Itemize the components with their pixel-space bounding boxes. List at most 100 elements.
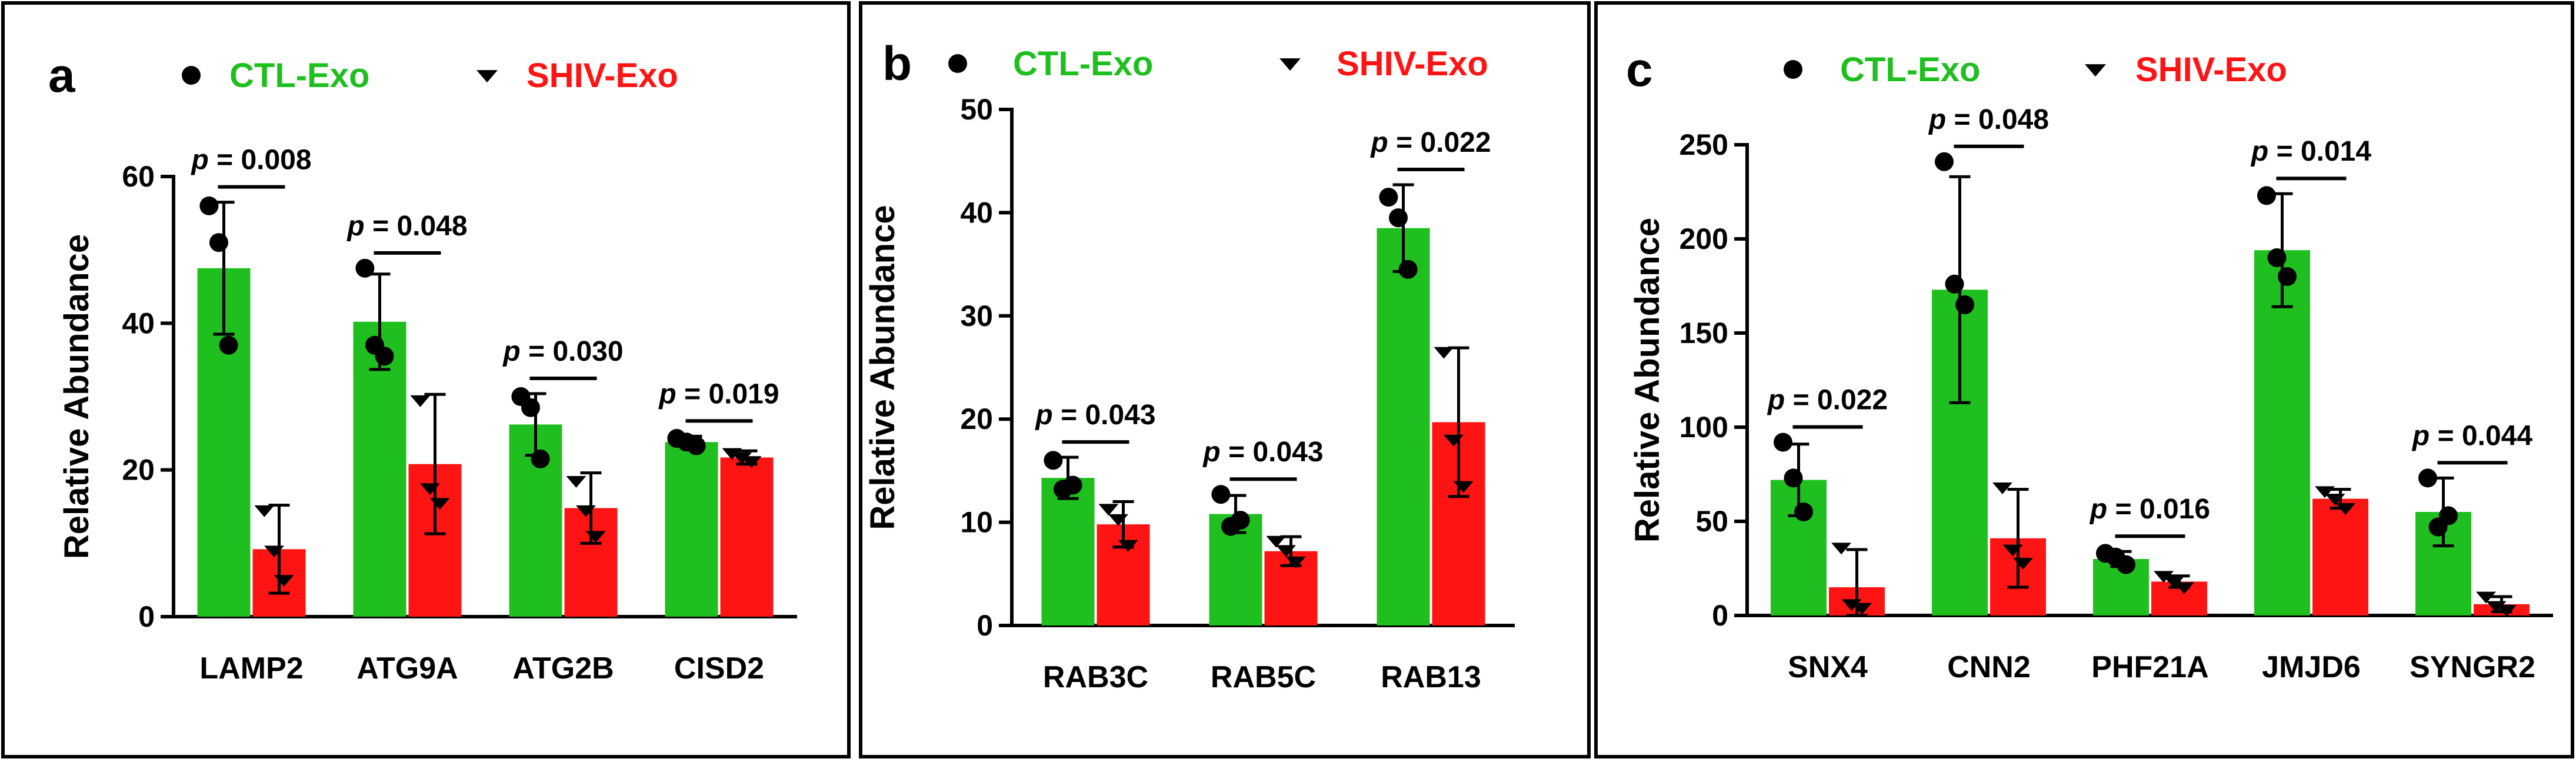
y-axis: 0 50 100 150 200 250	[1679, 128, 1749, 632]
panel-border	[1594, 1, 2574, 758]
group-atg2b: p = 0.030 ATG2B	[502, 336, 623, 686]
point-ctl	[687, 436, 706, 455]
legend-ctl-label: CTL-Exo	[229, 56, 369, 95]
point-ctl	[199, 196, 219, 215]
panel-letter: a	[48, 49, 76, 102]
legend-ctl-marker-icon	[182, 66, 201, 85]
legend: CTL-Exo SHIV-Exo	[948, 45, 1488, 83]
p-value-label: p = 0.016	[2089, 494, 2210, 525]
group-syngr2: p = 0.044 SYNGR2	[2410, 420, 2535, 684]
bar-ctl	[2254, 250, 2310, 615]
legend-shiv-label: SHIV-Exo	[526, 56, 678, 95]
point-ctl	[1955, 295, 1975, 314]
y-tick-label: 150	[1679, 317, 1728, 350]
legend-shiv-label: SHIV-Exo	[2135, 51, 2287, 89]
point-ctl	[1945, 274, 1964, 294]
group-snx4: p = 0.022 SNX4	[1767, 385, 1888, 684]
point-shiv	[429, 498, 450, 510]
panel-letter: b	[882, 37, 912, 91]
y-tick-label: 0	[1712, 599, 1728, 632]
p-value-label: p = 0.048	[1928, 104, 2049, 135]
panel-letter: c	[1626, 43, 1653, 97]
x-category-label: LAMP2	[199, 651, 303, 686]
x-category-label: SYNGR2	[2410, 650, 2535, 684]
point-shiv	[1275, 545, 1296, 557]
point-shiv	[2164, 576, 2184, 588]
point-shiv	[585, 531, 606, 543]
point-shiv	[274, 575, 294, 587]
point-ctl	[1773, 432, 1792, 452]
point-shiv	[1852, 603, 1872, 615]
p-value-label: p = 0.044	[2411, 420, 2532, 451]
x-category-label: CNN2	[1947, 650, 2031, 684]
p-value-label: p = 0.048	[346, 211, 467, 242]
p-value-label: p = 0.043	[1034, 400, 1155, 431]
x-category-label: RAB5C	[1211, 660, 1316, 694]
point-ctl	[2278, 267, 2297, 286]
legend-shiv-marker-icon	[1279, 58, 1301, 71]
p-value-label: p = 0.019	[658, 378, 779, 410]
point-ctl	[1398, 259, 1418, 279]
y-tick-label: 200	[1679, 222, 1728, 255]
point-ctl	[1063, 475, 1082, 495]
panel-border	[1, 1, 851, 758]
point-shiv	[1434, 347, 1454, 359]
group-rab5c: p = 0.043 RAB5C	[1202, 437, 1323, 694]
point-shiv	[2325, 494, 2345, 506]
bar-ctl	[1041, 478, 1095, 625]
y-axis: 0 20 40 60	[122, 160, 175, 633]
point-shiv	[254, 505, 275, 517]
y-tick-label: 50	[960, 93, 993, 126]
group-cisd2: p = 0.019 CISD2	[658, 378, 779, 686]
point-shiv	[2486, 601, 2507, 613]
group-rab13: p = 0.022 RAB13	[1369, 127, 1491, 694]
y-tick-label: 0	[138, 600, 155, 633]
point-shiv	[264, 545, 284, 558]
y-tick-label: 60	[122, 160, 155, 193]
point-shiv	[1831, 543, 1851, 555]
legend: CTL-Exo SHIV-Exo	[182, 56, 678, 95]
group-lamp2: p = 0.008 LAMP2	[190, 145, 311, 686]
point-shiv	[2497, 604, 2517, 617]
y-tick-label: 40	[960, 196, 993, 229]
point-shiv	[2335, 503, 2356, 515]
legend-ctl-label: CTL-Exo	[1013, 45, 1153, 83]
point-ctl	[521, 398, 540, 417]
legend-shiv-marker-icon	[476, 70, 498, 83]
point-shiv	[2174, 582, 2195, 594]
y-tick-label: 0	[977, 609, 993, 642]
p-value-label: p = 0.043	[1202, 437, 1323, 468]
point-ctl	[375, 347, 394, 366]
y-tick-label: 10	[960, 506, 993, 539]
bar-shiv	[720, 457, 774, 617]
point-shiv	[1453, 481, 1474, 493]
group-phf21a: p = 0.016 PHF21A	[2089, 494, 2210, 684]
point-ctl	[2418, 468, 2437, 488]
point-ctl	[2439, 506, 2458, 525]
point-ctl	[1794, 503, 1814, 521]
point-shiv	[1118, 540, 1138, 552]
p-value-label: p = 0.014	[2250, 136, 2371, 167]
y-tick-label: 20	[122, 454, 155, 487]
y-tick-label: 100	[1679, 411, 1728, 444]
y-axis-label: Relative Abundance	[1628, 218, 1667, 543]
group-jmjd6: p = 0.014 JMJD6	[2250, 136, 2371, 684]
panel-b: b CTL-Exo SHIV-Exo 0 10 20 30 40 50 Relative Abun…	[859, 1, 1591, 758]
legend-ctl-marker-icon	[1784, 60, 1802, 79]
y-tick-label: 250	[1679, 128, 1728, 161]
x-category-label: SNX4	[1788, 650, 1868, 684]
x-category-label: RAB13	[1381, 660, 1481, 694]
y-tick-label: 40	[122, 307, 155, 340]
point-ctl	[2257, 186, 2276, 205]
legend-ctl-marker-icon	[948, 54, 967, 73]
point-shiv	[1841, 599, 1862, 611]
y-tick-label: 30	[960, 300, 993, 332]
bar-ctl	[1377, 228, 1430, 626]
point-shiv	[575, 505, 596, 517]
x-category-label: RAB3C	[1043, 660, 1148, 694]
point-ctl	[1784, 468, 1803, 488]
point-shiv	[1285, 556, 1306, 568]
legend: CTL-Exo SHIV-Exo	[1784, 51, 2287, 89]
point-shiv	[1108, 514, 1128, 526]
